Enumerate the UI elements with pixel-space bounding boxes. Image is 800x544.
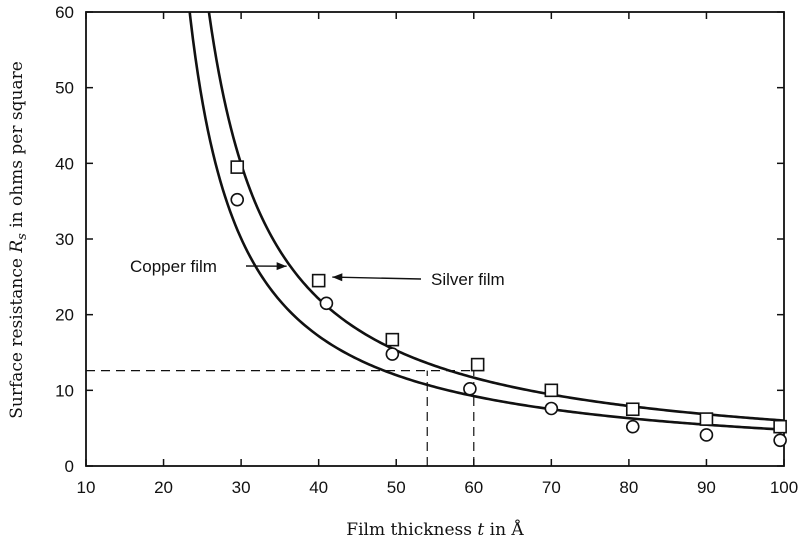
data-point-copper: [385, 347, 400, 361]
x-tick-label: 70: [542, 478, 561, 497]
data-point-copper: [773, 433, 787, 448]
data-point-silver: [699, 412, 714, 426]
arrow-silver-film-head: [332, 273, 343, 282]
data-point-copper: [230, 192, 245, 207]
arrow-copper-film-head: [276, 262, 287, 271]
x-axis-title: Film thickness t in Å: [346, 519, 524, 540]
x-tick-label: 100: [770, 478, 798, 497]
y-tick-label: 10: [55, 381, 74, 400]
arrow-silver-film: [332, 276, 422, 280]
data-point-copper: [319, 296, 334, 311]
data-point-silver: [773, 419, 787, 434]
data-point-silver: [625, 402, 640, 417]
y-tick-label: 50: [55, 79, 74, 98]
curve-silver-film: [207, 12, 784, 422]
y-tick-label: 60: [55, 3, 74, 22]
y-tick-label: 0: [65, 457, 74, 476]
x-tick-label: 60: [464, 478, 483, 497]
curve-copper-film: [188, 12, 784, 431]
reference-lines: [86, 370, 475, 466]
x-tick-label: 50: [387, 478, 406, 497]
data-point-copper: [544, 401, 559, 416]
y-tick-label: 30: [55, 230, 74, 249]
data-point-silver: [470, 357, 485, 372]
x-tick-label: 10: [77, 478, 96, 497]
curves: [188, 12, 784, 431]
y-tick-label: 20: [55, 306, 74, 325]
data-point-copper: [699, 428, 714, 442]
x-tick-label: 20: [154, 478, 173, 497]
markers: [230, 160, 787, 448]
ticks: [85, 11, 785, 467]
annotation-copper-film: Copper film: [130, 257, 217, 276]
x-tick-label: 40: [309, 478, 328, 497]
annotations: Copper film Silver film: [130, 257, 505, 289]
y-tick-label: 40: [55, 154, 74, 173]
x-tick-label: 80: [619, 478, 638, 497]
data-point-copper: [463, 382, 477, 396]
data-point-copper: [625, 419, 640, 434]
x-tick-label: 90: [697, 478, 716, 497]
data-point-silver: [385, 332, 400, 347]
data-point-silver: [544, 383, 559, 398]
annotation-silver-film: Silver film: [431, 270, 505, 289]
y-axis-title: Surface resistance Rs in ohms per square: [7, 61, 30, 419]
data-point-silver: [230, 160, 245, 174]
x-tick-label: 30: [232, 478, 251, 497]
plot-frame: [85, 11, 785, 467]
data-point-silver: [311, 273, 326, 288]
